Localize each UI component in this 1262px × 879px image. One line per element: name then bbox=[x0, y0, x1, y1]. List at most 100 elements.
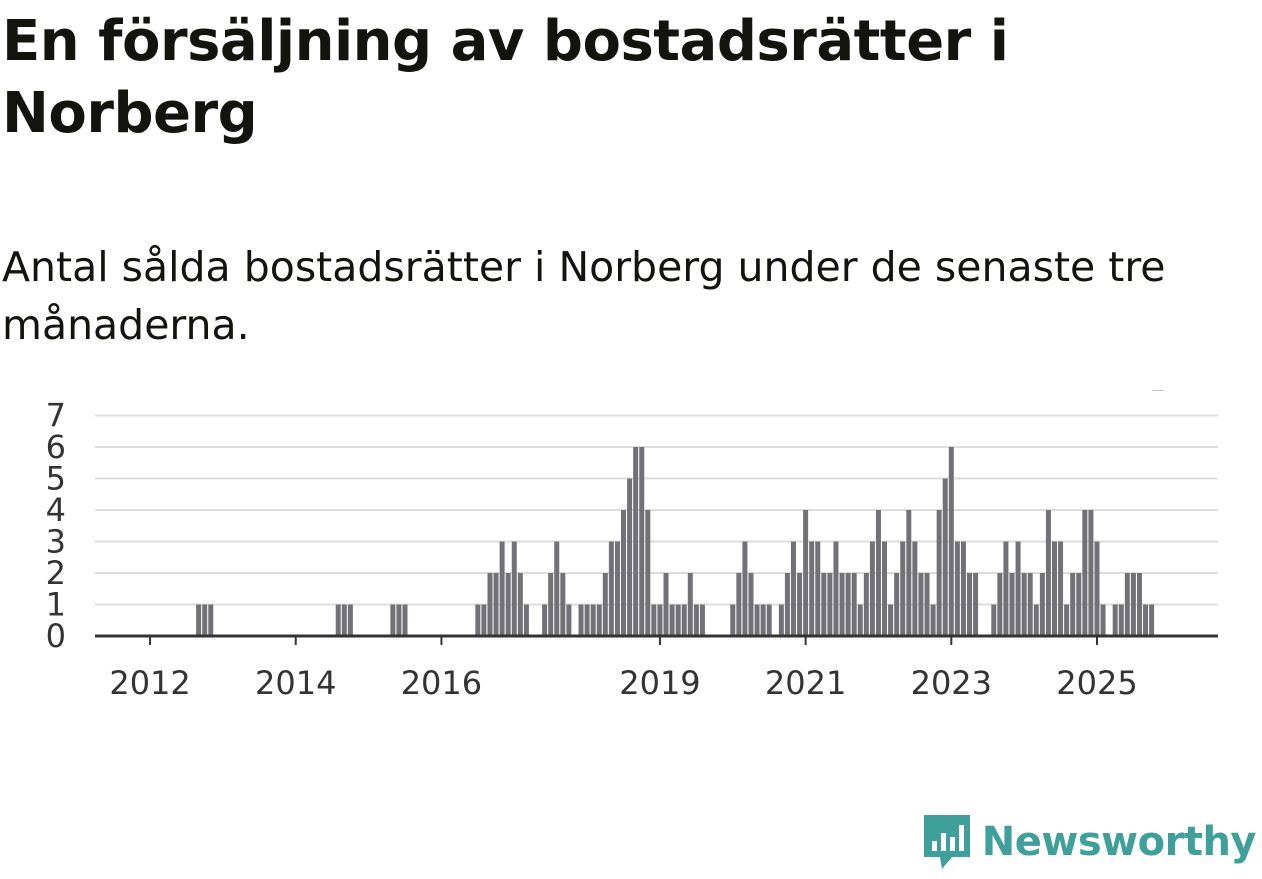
bar bbox=[1136, 573, 1142, 636]
x-axis: 2012 2014 2016 2019 2021 2023 2025 bbox=[109, 636, 1138, 700]
bar bbox=[845, 573, 851, 636]
newsworthy-logo: Newsworthy bbox=[922, 813, 1257, 871]
bar bbox=[815, 541, 821, 636]
bar bbox=[602, 573, 608, 636]
bar bbox=[960, 541, 966, 636]
bar bbox=[906, 510, 912, 636]
bar bbox=[627, 478, 633, 636]
bar bbox=[669, 604, 675, 636]
bar bbox=[1033, 604, 1039, 636]
bar bbox=[335, 604, 341, 636]
y-tick-label: 4 bbox=[46, 491, 66, 529]
x-tick-label: 2025 bbox=[1056, 664, 1137, 700]
bar bbox=[736, 573, 742, 636]
bar bbox=[948, 447, 954, 636]
bar bbox=[936, 510, 942, 636]
bar bbox=[833, 541, 839, 636]
bar bbox=[894, 573, 900, 636]
bar bbox=[1027, 573, 1033, 636]
bar bbox=[499, 541, 505, 636]
bar bbox=[566, 604, 572, 636]
bar bbox=[790, 541, 796, 636]
bar bbox=[675, 604, 681, 636]
bar bbox=[693, 604, 699, 636]
bar bbox=[475, 604, 481, 636]
bar bbox=[511, 541, 517, 636]
bar bbox=[1130, 573, 1136, 636]
bar bbox=[1088, 510, 1094, 636]
bar bbox=[196, 604, 202, 636]
bar bbox=[1051, 541, 1057, 636]
bar bbox=[863, 573, 869, 636]
bar bbox=[839, 573, 845, 636]
chart-subtitle: Antal sålda bostadsrätter i Norberg unde… bbox=[2, 243, 1166, 349]
bar bbox=[778, 604, 784, 636]
bar bbox=[396, 604, 402, 636]
bar bbox=[997, 573, 1003, 636]
x-tick-label: 2012 bbox=[109, 664, 190, 700]
bar bbox=[621, 510, 627, 636]
bar bbox=[973, 573, 979, 636]
bar bbox=[699, 604, 705, 636]
bar bbox=[402, 604, 408, 636]
bar bbox=[882, 541, 888, 636]
bar bbox=[875, 510, 881, 636]
bar bbox=[797, 573, 803, 636]
bar bbox=[341, 604, 347, 636]
bar bbox=[942, 478, 948, 636]
x-tick-label: 2016 bbox=[401, 664, 482, 700]
bar bbox=[857, 604, 863, 636]
x-tick-label: 2019 bbox=[619, 664, 700, 700]
bar bbox=[924, 573, 930, 636]
bar bbox=[347, 604, 353, 636]
bar bbox=[1003, 541, 1009, 636]
bar bbox=[651, 604, 657, 636]
bar bbox=[930, 604, 936, 636]
bar bbox=[1124, 573, 1130, 636]
y-tick-label: 0 bbox=[46, 617, 66, 655]
bar bbox=[578, 604, 584, 636]
bar bbox=[645, 510, 651, 636]
newsworthy-bar-chart-icon bbox=[923, 815, 970, 869]
bar bbox=[954, 541, 960, 636]
bar bbox=[1015, 541, 1021, 636]
y-tick-label: 6 bbox=[46, 428, 66, 466]
bar bbox=[548, 573, 554, 636]
bar bbox=[1045, 510, 1051, 636]
bar bbox=[681, 604, 687, 636]
y-tick-label: 2 bbox=[46, 554, 66, 592]
x-tick-label: 2023 bbox=[911, 664, 992, 700]
x-tick-label: 2021 bbox=[765, 664, 846, 700]
bar bbox=[633, 447, 639, 636]
bar bbox=[1064, 604, 1070, 636]
bar bbox=[991, 604, 997, 636]
bar bbox=[742, 541, 748, 636]
bar bbox=[1149, 604, 1155, 636]
bar bbox=[202, 604, 208, 636]
gridlines bbox=[95, 414, 1218, 606]
bar bbox=[912, 541, 918, 636]
bar bbox=[657, 604, 663, 636]
bar bbox=[918, 573, 924, 636]
bar bbox=[888, 604, 894, 636]
bar bbox=[1021, 573, 1027, 636]
bar bbox=[560, 573, 566, 636]
bar bbox=[748, 573, 754, 636]
bar bbox=[1143, 604, 1149, 636]
bar bbox=[505, 573, 511, 636]
bar bbox=[481, 604, 487, 636]
bar bbox=[869, 541, 875, 636]
bar bbox=[1094, 541, 1100, 636]
bar bbox=[754, 604, 760, 636]
bar bbox=[584, 604, 590, 636]
bars bbox=[196, 447, 1155, 636]
bar bbox=[639, 447, 645, 636]
bar bbox=[784, 573, 790, 636]
bar bbox=[760, 604, 766, 636]
bar bbox=[517, 573, 523, 636]
bar bbox=[821, 573, 827, 636]
y-tick-label: 3 bbox=[46, 523, 66, 561]
bar bbox=[827, 573, 833, 636]
